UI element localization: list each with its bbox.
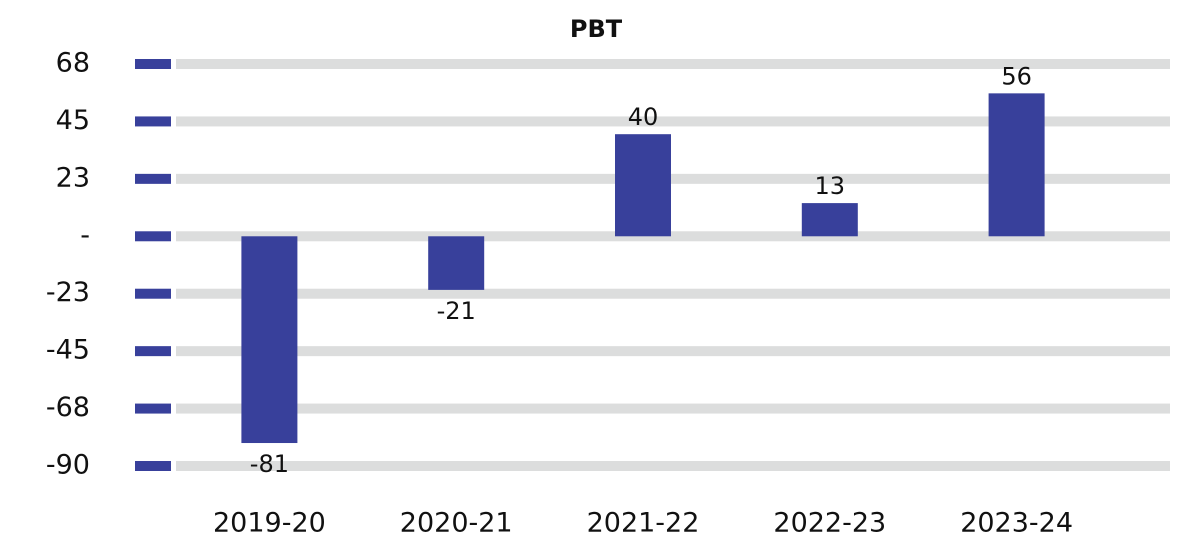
grid-line (176, 403, 1170, 414)
grid-line (176, 346, 1170, 357)
grid-line (176, 231, 1170, 242)
tick-mark (135, 461, 171, 471)
value-label: -21 (437, 297, 476, 325)
bar (428, 236, 485, 290)
x-tick-label: 2021-22 (587, 508, 700, 539)
y-tick-label: - (80, 220, 90, 251)
value-label: 13 (815, 172, 846, 200)
value-label: 40 (628, 103, 659, 131)
y-tick-label: -90 (46, 450, 90, 481)
grid-line (176, 461, 1170, 471)
tick-mark (135, 231, 171, 242)
tick-mark (135, 116, 171, 127)
bar (801, 203, 858, 237)
grid-line (176, 116, 1170, 127)
tick-mark (135, 59, 171, 69)
grid-line (176, 288, 1170, 299)
x-tick-label: 2023-24 (960, 508, 1073, 539)
x-tick-label: 2020-21 (400, 508, 513, 539)
tick-mark (135, 173, 171, 184)
tick-mark (135, 346, 171, 357)
x-tick-label: 2019-20 (213, 508, 326, 539)
value-label: -81 (250, 450, 289, 478)
y-tick-label: -68 (46, 392, 90, 423)
y-tick-label: 68 (56, 48, 90, 79)
grid-line (176, 173, 1170, 184)
y-tick-label: 23 (56, 162, 90, 193)
bar (615, 134, 671, 237)
value-label: 56 (1001, 62, 1032, 90)
tick-mark (135, 288, 171, 299)
y-tick-label: -23 (46, 277, 90, 308)
y-tick-label: 45 (56, 105, 90, 136)
y-tick-label: -45 (46, 335, 90, 366)
x-tick-label: 2022-23 (773, 508, 886, 539)
chart-title: PBT (570, 15, 623, 43)
bar (988, 93, 1045, 237)
tick-mark (135, 403, 171, 414)
bar (241, 236, 298, 444)
grid-line (176, 59, 1170, 69)
